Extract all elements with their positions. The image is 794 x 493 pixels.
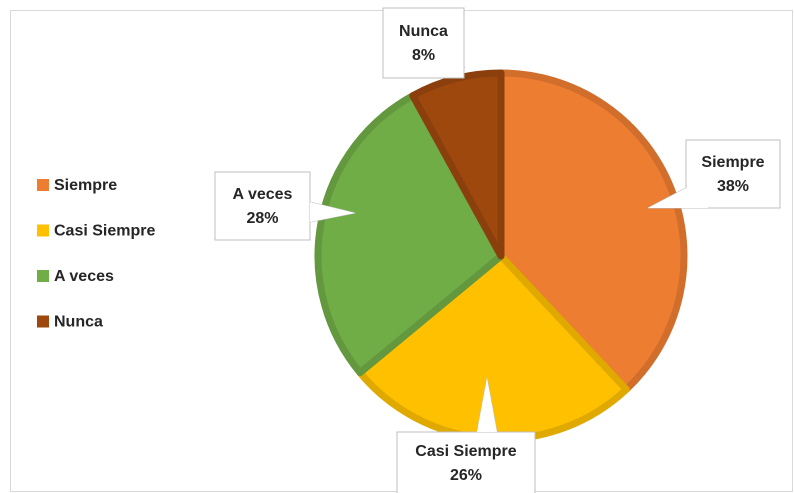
legend-swatch xyxy=(37,224,49,237)
pie-slice xyxy=(314,92,505,377)
callout-joint xyxy=(444,68,464,78)
data-label-name: Nunca xyxy=(399,23,448,40)
callout-joint xyxy=(310,202,355,222)
data-label-value: 8% xyxy=(412,47,435,64)
legend-swatch xyxy=(37,270,49,282)
pie-slice xyxy=(497,69,688,393)
data-label-name: A veces xyxy=(233,186,293,203)
data-label-name: Casi Siempre xyxy=(415,443,516,460)
data-label-value: 28% xyxy=(246,210,278,227)
callout-joint xyxy=(477,378,497,432)
pie-slice xyxy=(409,69,505,260)
callout-box xyxy=(214,171,311,241)
legend-label: Casi Siempre xyxy=(54,223,155,240)
data-label-name: Siempre xyxy=(701,154,764,171)
callout-box xyxy=(685,139,781,209)
data-label-value: 38% xyxy=(717,178,749,195)
legend-label: Nunca xyxy=(54,314,103,331)
data-label-value: 26% xyxy=(450,467,482,484)
legend-label: A veces xyxy=(54,268,114,285)
legend-swatch xyxy=(37,315,49,328)
callout-box xyxy=(382,7,465,79)
legend-label: Siempre xyxy=(54,177,117,194)
callout-box xyxy=(396,431,536,493)
legend-swatch xyxy=(37,179,49,191)
callout-joint xyxy=(648,188,708,208)
